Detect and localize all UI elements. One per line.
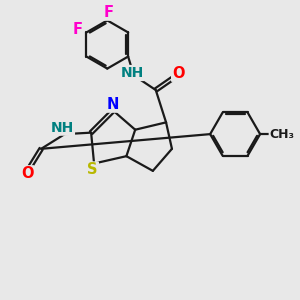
Text: CH₃: CH₃ xyxy=(270,128,295,141)
Text: N: N xyxy=(107,97,119,112)
Text: O: O xyxy=(21,166,33,181)
Text: O: O xyxy=(172,66,185,81)
Text: F: F xyxy=(104,5,114,20)
Text: NH: NH xyxy=(121,66,144,80)
Text: F: F xyxy=(73,22,82,37)
Text: S: S xyxy=(87,163,98,178)
Text: NH: NH xyxy=(51,121,74,135)
